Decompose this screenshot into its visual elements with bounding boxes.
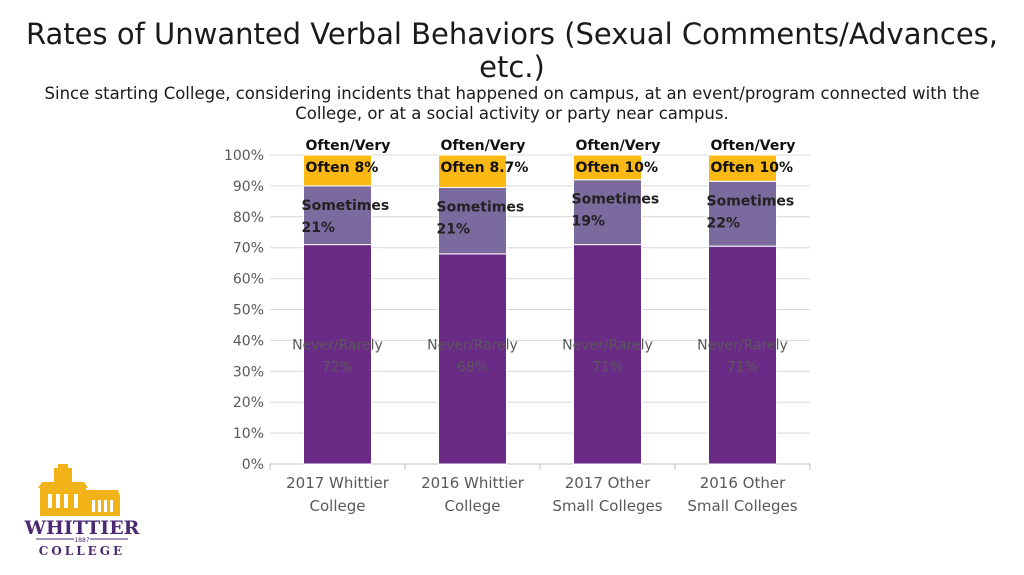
data-label-line: Sometimes [707,193,795,209]
bar-segment-sometimes [438,186,507,255]
data-label-line: Never/Rarely [697,338,788,354]
logo-windows [48,494,113,512]
x-category-label-line: 2016 Whittier [421,474,525,492]
chart-subtitle: Since starting College, considering inci… [44,84,980,123]
y-tick-label: 50% [233,303,264,319]
y-tick-label: 20% [233,395,264,411]
bar-segment-never [708,245,777,465]
data-label-line: 68% [457,360,488,376]
whittier-college-logo: WHITTIER 1887 COLLEGE [24,464,140,558]
data-label-line: 22% [707,215,741,231]
data-label-line: Never/Rarely [562,338,653,354]
data-label-line: Often 8.7% [441,160,529,176]
data-label-line: Sometimes [302,198,390,214]
data-label-line: Sometimes [437,199,525,215]
data-label-never: Never/Rarely 71% [562,338,653,376]
y-tick-label: 10% [233,426,264,442]
data-label-line: Often/Very [711,138,796,154]
data-label-line: Often/Very [306,138,391,154]
data-label-never: Never/Rarely 72% [292,338,383,376]
data-label-line: 72% [322,360,353,376]
data-label-line: 21% [437,221,471,237]
data-label-often: Often/Very Often 10% [576,138,661,176]
bar-segment-often [303,154,372,187]
data-label-often: Often/Very Often 8% [306,138,391,176]
bar-segment-sometimes [573,179,642,246]
chart-title: Rates of Unwanted Verbal Behaviors (Sexu… [26,17,998,84]
x-category-label: 2017 Other Small Colleges [552,474,662,515]
data-label-never: Never/Rarely 71% [697,338,788,376]
y-tick-label: 100% [224,148,264,164]
data-label-line: Never/Rarely [292,338,383,354]
x-category-label-line: College [445,497,501,515]
logo-year: 1887 [74,537,89,544]
data-label-line: Never/Rarely [427,338,518,354]
data-label-sometimes: Sometimes 21% [437,199,525,237]
x-category-label-line: 2017 Whittier [286,474,390,492]
bar-segment-often [573,154,642,181]
bar-segment-often [438,154,507,188]
bar-segment-never [573,244,642,465]
data-label-sometimes: Sometimes 19% [572,192,660,230]
x-category-label-line: Small Colleges [552,497,662,515]
logo-building [38,464,120,516]
data-label-line: Often/Very [576,138,661,154]
data-label-line: Often 10% [711,160,794,176]
x-category-label: 2017 Whittier College [286,474,390,515]
x-category-label-line: College [310,497,366,515]
y-tick-label: 90% [233,179,264,195]
data-label-often: Often/Very Often 8.7% [441,138,529,176]
data-label-sometimes: Sometimes 22% [707,193,795,231]
bar-segment-sometimes [303,185,372,246]
data-label-line: 71% [727,360,758,376]
x-category-label-line: 2016 Other [700,474,786,492]
bar-segment-never [438,253,507,465]
x-category-label: 2016 Other Small Colleges [687,474,797,515]
data-label-never: Never/Rarely 68% [427,338,518,376]
y-tick-label: 60% [233,272,264,288]
bar-segment-never [303,244,372,465]
data-label-line: 71% [592,360,623,376]
data-label-line: 19% [572,214,606,230]
data-label-sometimes: Sometimes 21% [302,198,390,236]
data-label-line: Sometimes [572,192,660,208]
y-tick-label: 80% [233,210,264,226]
bar-segment-sometimes [708,180,777,247]
logo-name: WHITTIER [24,517,140,539]
data-label-line: Often 10% [576,160,659,176]
x-category-label: 2016 Whittier College [421,474,525,515]
y-tick-label: 40% [233,333,264,349]
x-category-label-line: Small Colleges [687,497,797,515]
y-tick-label: 0% [242,457,264,473]
y-tick-label: 30% [233,364,264,380]
bar-segment-often [708,154,777,182]
data-label-line: Often 8% [306,160,379,176]
data-label-line: 21% [302,220,336,236]
y-tick-label: 70% [233,241,264,257]
data-label-line: Often/Very [441,138,526,154]
logo-sub: COLLEGE [39,544,125,558]
data-label-often: Often/Very Often 10% [711,138,796,176]
x-category-label-line: 2017 Other [565,474,651,492]
